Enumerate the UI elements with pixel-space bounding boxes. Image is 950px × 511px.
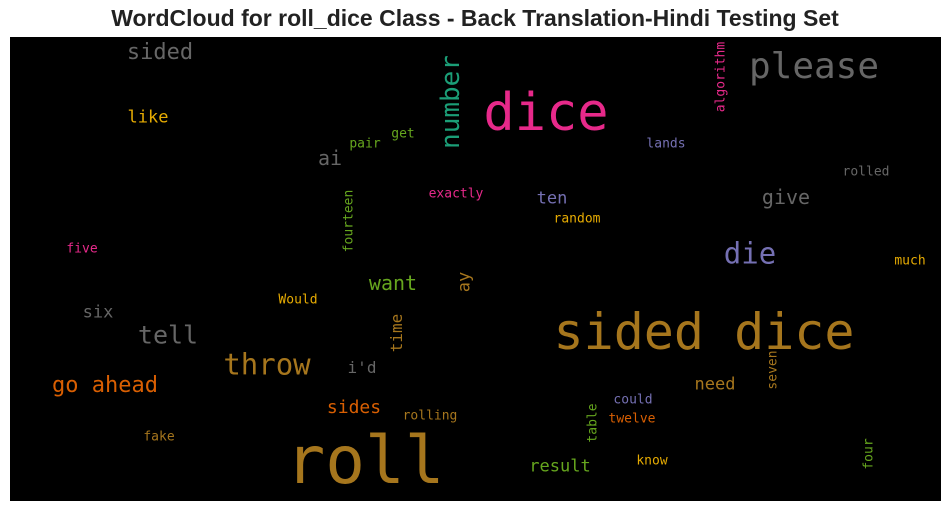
word-lands: lands [646, 136, 686, 152]
word-throw: throw [223, 347, 311, 382]
word-need: need [694, 374, 736, 395]
word-algorithm: algorithm [713, 41, 729, 113]
word-would: Would [278, 292, 318, 308]
word-fourteen: fourteen [341, 189, 357, 253]
word-five: five [66, 241, 98, 257]
word-roll: roll [285, 422, 445, 499]
word-sides: sides [326, 397, 382, 418]
chart-title: WordCloud for roll_dice Class - Back Tra… [111, 5, 839, 31]
word-ai: ai [317, 146, 343, 170]
word-random: random [553, 211, 601, 227]
word-twelve: twelve [608, 411, 656, 427]
word-sided-dice: sided dice [553, 303, 855, 361]
word-six: six [82, 302, 114, 323]
word-much: much [894, 253, 926, 269]
word-tell: tell [137, 320, 199, 350]
word-result: result [529, 456, 591, 477]
word-ay: ay [454, 271, 475, 293]
word-could: could [613, 392, 653, 408]
word-four: four [861, 438, 877, 470]
word-fake: fake [143, 429, 175, 445]
word-i-d: i'd [347, 358, 377, 377]
wordcloud-canvas: roll sided dice dice please throw die number go… [10, 37, 941, 501]
word-give: give [761, 185, 811, 209]
word-ten: ten [536, 188, 568, 209]
word-table: table [585, 403, 601, 443]
word-time: time [387, 313, 406, 353]
word-pair: pair [349, 136, 381, 152]
word-want: want [368, 271, 418, 295]
word-rolling: rolling [402, 408, 458, 424]
word-dice: dice [483, 83, 609, 143]
word-exactly: exactly [428, 186, 484, 202]
word-sided: sided [126, 40, 194, 65]
word-get: get [391, 126, 415, 142]
word-know: know [636, 453, 668, 469]
word-seven: seven [765, 350, 781, 390]
word-go-ahead: go ahead [52, 373, 158, 398]
word-like: like [127, 107, 169, 128]
word-please: please [748, 46, 880, 87]
word-die: die [723, 236, 777, 271]
word-number: number [436, 55, 466, 149]
word-rolled: rolled [842, 164, 890, 180]
